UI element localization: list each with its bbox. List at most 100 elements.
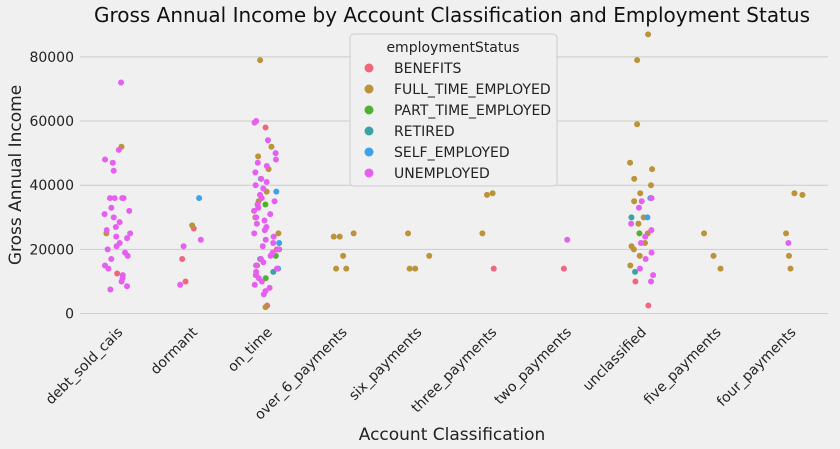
data-point <box>276 239 283 246</box>
x-tick-label: debt_sold_cais <box>43 325 126 408</box>
data-point <box>791 190 798 197</box>
data-point <box>275 246 282 253</box>
data-point <box>785 239 792 246</box>
data-point <box>635 220 642 227</box>
data-point <box>258 195 265 202</box>
data-point <box>260 291 267 298</box>
data-point <box>638 198 645 205</box>
data-point <box>260 185 267 192</box>
data-point <box>631 175 638 182</box>
data-point <box>262 304 269 311</box>
y-tick-label: 20000 <box>29 242 74 258</box>
data-point <box>270 239 277 246</box>
data-point <box>632 268 639 275</box>
data-point <box>490 265 497 272</box>
data-point <box>560 265 567 272</box>
data-point <box>272 156 279 163</box>
x-axis-label: Account Classification <box>359 425 546 445</box>
data-point <box>489 190 496 197</box>
x-tick-labels: debt_sold_cais dormant on_timeover_6_payme… <box>43 324 800 423</box>
data-point <box>262 124 269 131</box>
legend-entry: FULL_TIME_EMPLOYED <box>394 82 551 98</box>
data-point <box>267 252 274 259</box>
data-point <box>124 252 131 259</box>
data-point <box>636 230 643 237</box>
data-point <box>275 230 282 237</box>
data-point <box>636 265 643 272</box>
legend-entry: SELF_EMPLOYED <box>394 145 510 161</box>
data-point <box>650 272 657 279</box>
data-point <box>263 162 270 169</box>
data-point <box>648 278 655 285</box>
data-point <box>273 265 280 272</box>
data-point <box>254 159 261 166</box>
data-point <box>110 214 117 221</box>
legend: employmentStatus BENEFITS FULL_TIME_EMPLO… <box>349 33 558 187</box>
data-point <box>102 156 109 163</box>
chart-title: Gross Annual Income by Account Classific… <box>94 3 810 27</box>
data-point <box>266 284 273 291</box>
data-point <box>799 191 806 198</box>
data-point <box>108 256 115 263</box>
x-tick-label: two_payments <box>491 325 575 409</box>
data-point <box>253 214 260 221</box>
data-point <box>632 278 639 285</box>
data-point <box>101 211 108 218</box>
data-point <box>251 207 258 214</box>
y-tick-label: 60000 <box>29 114 74 130</box>
data-point <box>107 286 114 293</box>
data-point <box>787 265 794 272</box>
legend-entry: PART_TIME_EMPLOYED <box>394 103 551 119</box>
data-point <box>257 57 264 64</box>
data-point <box>631 198 638 205</box>
data-point <box>253 262 260 269</box>
data-point <box>648 195 655 202</box>
data-point <box>333 265 340 272</box>
data-point <box>426 252 433 259</box>
data-point <box>108 204 115 211</box>
x-tick-label: dormant <box>148 324 202 378</box>
data-point <box>182 278 189 285</box>
data-point <box>271 198 278 205</box>
data-point <box>180 243 187 250</box>
data-point <box>627 262 634 269</box>
data-point <box>635 204 642 211</box>
legend-marker <box>364 168 374 178</box>
y-axis-label: Gross Annual Income <box>6 85 26 265</box>
data-point <box>189 222 196 229</box>
data-point <box>106 195 113 202</box>
data-point <box>120 195 127 202</box>
data-point <box>262 236 269 243</box>
data-point <box>262 201 269 208</box>
data-point <box>255 153 262 160</box>
data-point <box>336 233 343 240</box>
legend-marker <box>364 84 374 94</box>
data-point <box>627 159 634 166</box>
data-point <box>251 230 258 237</box>
data-point <box>412 265 419 272</box>
data-point <box>196 195 203 202</box>
legend-frame <box>349 33 558 187</box>
data-point <box>628 214 635 221</box>
data-point <box>330 233 337 240</box>
data-point <box>642 233 649 240</box>
data-point <box>479 230 486 237</box>
data-point <box>110 167 117 174</box>
data-point <box>647 182 654 189</box>
data-point <box>634 121 641 128</box>
data-point <box>483 191 490 198</box>
x-tick-label: on_time <box>225 325 276 376</box>
data-point <box>637 190 644 197</box>
data-point <box>251 281 258 288</box>
data-point <box>630 246 637 253</box>
data-points <box>101 31 806 311</box>
data-point <box>642 256 649 263</box>
data-point <box>637 239 644 246</box>
y-tick-label: 40000 <box>29 178 74 194</box>
data-point <box>263 179 270 186</box>
data-point <box>636 252 643 259</box>
x-tick-label: five_payments <box>641 325 725 409</box>
legend-entry: RETIRED <box>394 124 455 140</box>
data-point <box>124 235 131 242</box>
